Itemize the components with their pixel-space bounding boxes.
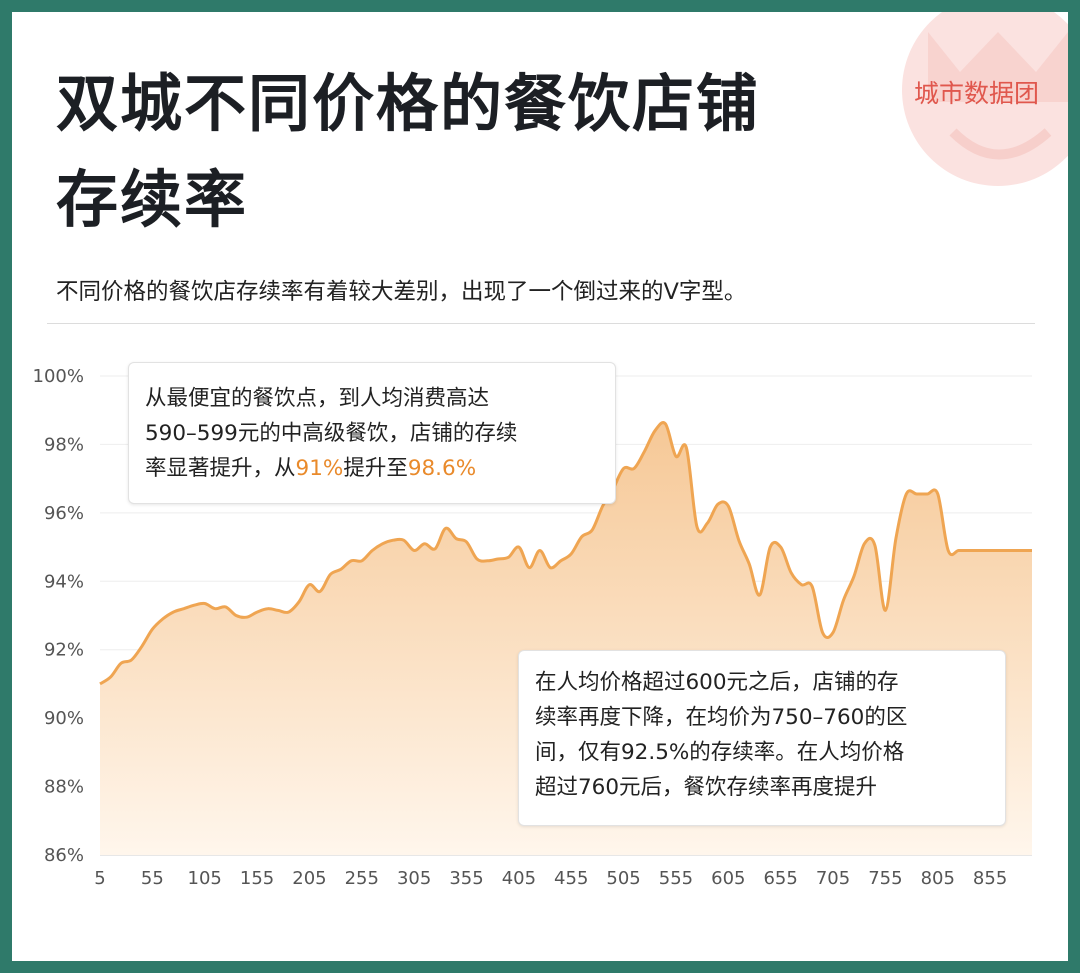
annotation-rise-text-a: 率显著提升，从 xyxy=(145,456,296,481)
annotation-rise-value-peak: 98.6% xyxy=(407,456,477,481)
y-tick-label: 86% xyxy=(44,845,84,866)
y-axis-ticks: 100% 98% 96% 94% 92% 90% 88% 86% xyxy=(33,366,84,866)
y-tick-label: 98% xyxy=(44,434,84,455)
x-axis-ticks: 5 55 105 155 205 255 305 355 405 455 505 555 605 655 7… xyxy=(94,868,1007,889)
x-tick-label: 405 xyxy=(502,868,536,889)
annotation-rise-line-3: 率显著提升，从91%提升至98.6% xyxy=(145,451,615,486)
title-line-1: 双城不同价格的餐饮店铺 xyxy=(56,67,761,140)
x-tick-label: 855 xyxy=(973,868,1007,889)
x-tick-label: 755 xyxy=(868,868,902,889)
annotation-rise-line-2: 590–599元的中高级餐饮，店铺的存续 xyxy=(145,421,518,446)
annotation-decline-line-1: 在人均价格超过600元之后，店铺的存 xyxy=(535,670,899,695)
annotation-rise: 从最便宜的餐饮点，到人均消费高达 590–599元的中高级餐饮，店铺的存续 率显… xyxy=(128,362,616,504)
series-line-path xyxy=(99,421,1032,686)
y-tick-label: 100% xyxy=(33,366,84,387)
brand-logo-icon xyxy=(902,12,1068,186)
title-line-2: 存续率 xyxy=(56,163,249,236)
annotation-rise-line-1: 从最便宜的餐饮点，到人均消费高达 xyxy=(145,386,490,411)
y-tick-label: 90% xyxy=(44,708,84,729)
x-tick-label: 305 xyxy=(397,868,431,889)
x-tick-label: 455 xyxy=(554,868,588,889)
chart-subtitle: 不同价格的餐饮店存续率有着较大差别，出现了一个倒过来的V字型。 xyxy=(56,279,747,305)
x-tick-label: 55 xyxy=(141,868,164,889)
annotation-rise-value-start: 91% xyxy=(295,456,344,481)
annotation-decline-line-4: 超过760元后，餐饮存续率再度提升 xyxy=(535,775,878,800)
y-tick-label: 96% xyxy=(44,503,84,524)
y-tick-label: 92% xyxy=(44,640,84,661)
x-tick-label: 205 xyxy=(292,868,326,889)
x-tick-label: 505 xyxy=(606,868,640,889)
chart-title: 双城不同价格的餐饮店铺 存续率 xyxy=(56,56,760,248)
y-tick-label: 94% xyxy=(44,571,84,592)
annotation-decline: 在人均价格超过600元之后，店铺的存 续率再度下降，在均价为750–760的区 … xyxy=(518,650,1006,826)
annotation-decline-line-3: 间，仅有92.5%的存续率。在人均价格 xyxy=(535,740,905,765)
x-tick-label: 5 xyxy=(94,868,105,889)
brand-logo-text: 城市数据团 xyxy=(914,79,1040,108)
annotation-decline-line-2: 续率再度下降，在均价为750–760的区 xyxy=(535,705,908,730)
y-tick-label: 88% xyxy=(44,777,84,798)
x-tick-label: 255 xyxy=(345,868,379,889)
divider xyxy=(47,323,1035,324)
x-tick-label: 555 xyxy=(659,868,693,889)
x-tick-label: 655 xyxy=(763,868,797,889)
x-tick-label: 155 xyxy=(240,868,274,889)
x-tick-label: 805 xyxy=(921,868,955,889)
x-tick-label: 705 xyxy=(816,868,850,889)
x-tick-label: 105 xyxy=(188,868,222,889)
chart-card: 双城不同价格的餐饮店铺 存续率 城市数据团 不同价格的餐饮店存续率有着较大差别，… xyxy=(12,12,1068,961)
annotation-rise-text-c: 提升至 xyxy=(343,456,408,481)
series-line xyxy=(99,421,1032,686)
x-tick-label: 605 xyxy=(711,868,745,889)
x-tick-label: 355 xyxy=(449,868,483,889)
